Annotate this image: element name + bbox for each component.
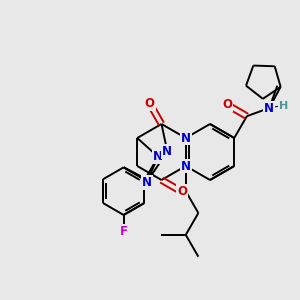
Text: N: N	[181, 131, 191, 145]
Text: O: O	[222, 98, 233, 112]
Text: F: F	[120, 225, 128, 238]
Text: N: N	[162, 145, 172, 158]
Text: N: N	[153, 150, 163, 163]
Text: N: N	[142, 176, 152, 189]
Text: N: N	[264, 101, 274, 115]
Text: H: H	[279, 101, 288, 111]
Text: N: N	[181, 160, 191, 172]
Text: O: O	[145, 97, 154, 110]
Text: O: O	[177, 185, 187, 198]
